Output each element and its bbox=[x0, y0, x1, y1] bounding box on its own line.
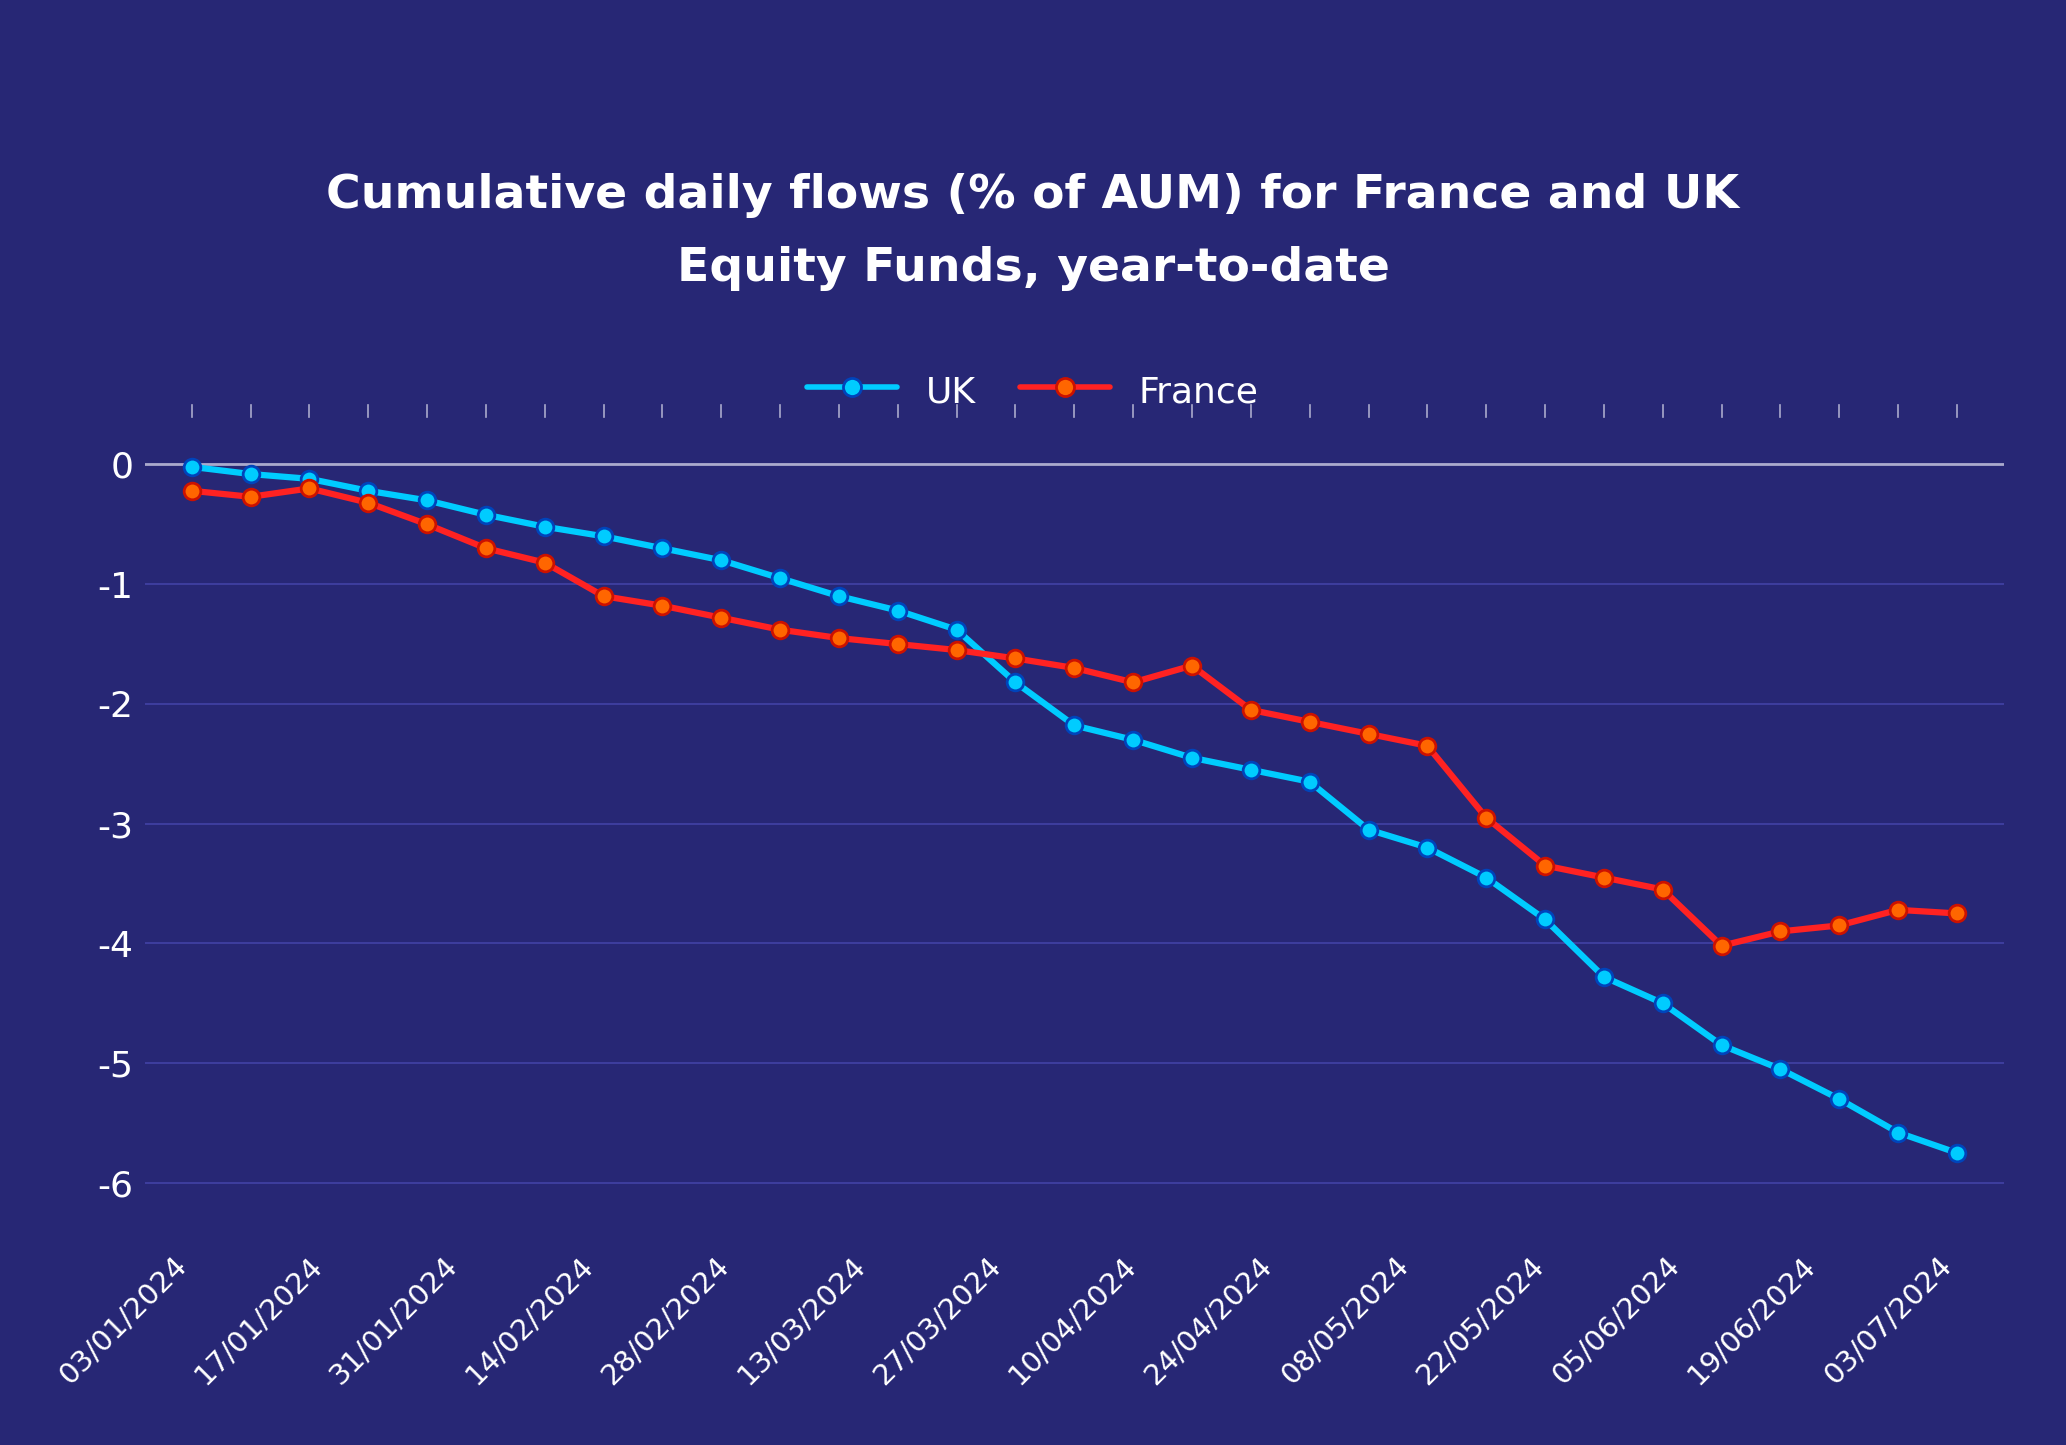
France bbox=[1355, 725, 1380, 743]
UK bbox=[473, 506, 498, 523]
UK bbox=[415, 491, 440, 509]
UK bbox=[826, 588, 851, 605]
France bbox=[298, 480, 322, 497]
UK bbox=[1709, 1036, 1733, 1053]
France bbox=[355, 494, 380, 512]
France bbox=[1768, 923, 1793, 941]
UK bbox=[1886, 1124, 1911, 1142]
France bbox=[651, 597, 676, 614]
France bbox=[1944, 905, 1969, 922]
UK bbox=[533, 519, 558, 536]
UK bbox=[355, 483, 380, 500]
UK bbox=[1180, 749, 1204, 766]
UK bbox=[1297, 773, 1322, 790]
France bbox=[415, 516, 440, 533]
France bbox=[591, 588, 616, 605]
France bbox=[238, 488, 262, 506]
UK bbox=[1591, 968, 1616, 985]
UK bbox=[1062, 717, 1087, 734]
UK bbox=[1651, 994, 1676, 1012]
UK bbox=[1004, 673, 1029, 691]
France bbox=[944, 642, 969, 659]
UK bbox=[238, 465, 262, 483]
France bbox=[1062, 659, 1087, 676]
France bbox=[709, 608, 733, 626]
UK bbox=[944, 621, 969, 639]
UK bbox=[1473, 868, 1498, 886]
UK bbox=[709, 552, 733, 569]
UK bbox=[651, 539, 676, 556]
France bbox=[1004, 650, 1029, 668]
UK bbox=[1120, 731, 1145, 749]
France bbox=[1591, 868, 1616, 886]
UK bbox=[1355, 821, 1380, 838]
Legend: UK, France: UK, France bbox=[808, 371, 1258, 410]
UK bbox=[1533, 910, 1558, 928]
Text: Cumulative daily flows (% of AUM) for France and UK
Equity Funds, year-to-date: Cumulative daily flows (% of AUM) for Fr… bbox=[326, 173, 1740, 292]
UK bbox=[886, 603, 911, 620]
France bbox=[886, 636, 911, 653]
France bbox=[1533, 857, 1558, 874]
France bbox=[769, 621, 793, 639]
France bbox=[1238, 701, 1262, 718]
France bbox=[826, 630, 851, 647]
UK bbox=[1415, 840, 1440, 857]
France bbox=[1709, 938, 1733, 955]
France bbox=[533, 553, 558, 571]
UK bbox=[298, 470, 322, 487]
France bbox=[1826, 916, 1851, 933]
France bbox=[1651, 881, 1676, 899]
France bbox=[1415, 737, 1440, 754]
France bbox=[1297, 714, 1322, 731]
UK bbox=[1944, 1144, 1969, 1162]
France bbox=[1886, 902, 1911, 919]
France bbox=[180, 483, 205, 500]
UK bbox=[769, 569, 793, 587]
Line: UK: UK bbox=[184, 458, 1965, 1162]
UK bbox=[1238, 762, 1262, 779]
UK bbox=[1768, 1061, 1793, 1078]
France bbox=[1473, 809, 1498, 827]
France bbox=[1120, 673, 1145, 691]
UK bbox=[1826, 1091, 1851, 1108]
UK bbox=[591, 527, 616, 545]
UK bbox=[180, 458, 205, 475]
France bbox=[1180, 657, 1204, 675]
Line: France: France bbox=[184, 480, 1965, 954]
France bbox=[473, 539, 498, 556]
